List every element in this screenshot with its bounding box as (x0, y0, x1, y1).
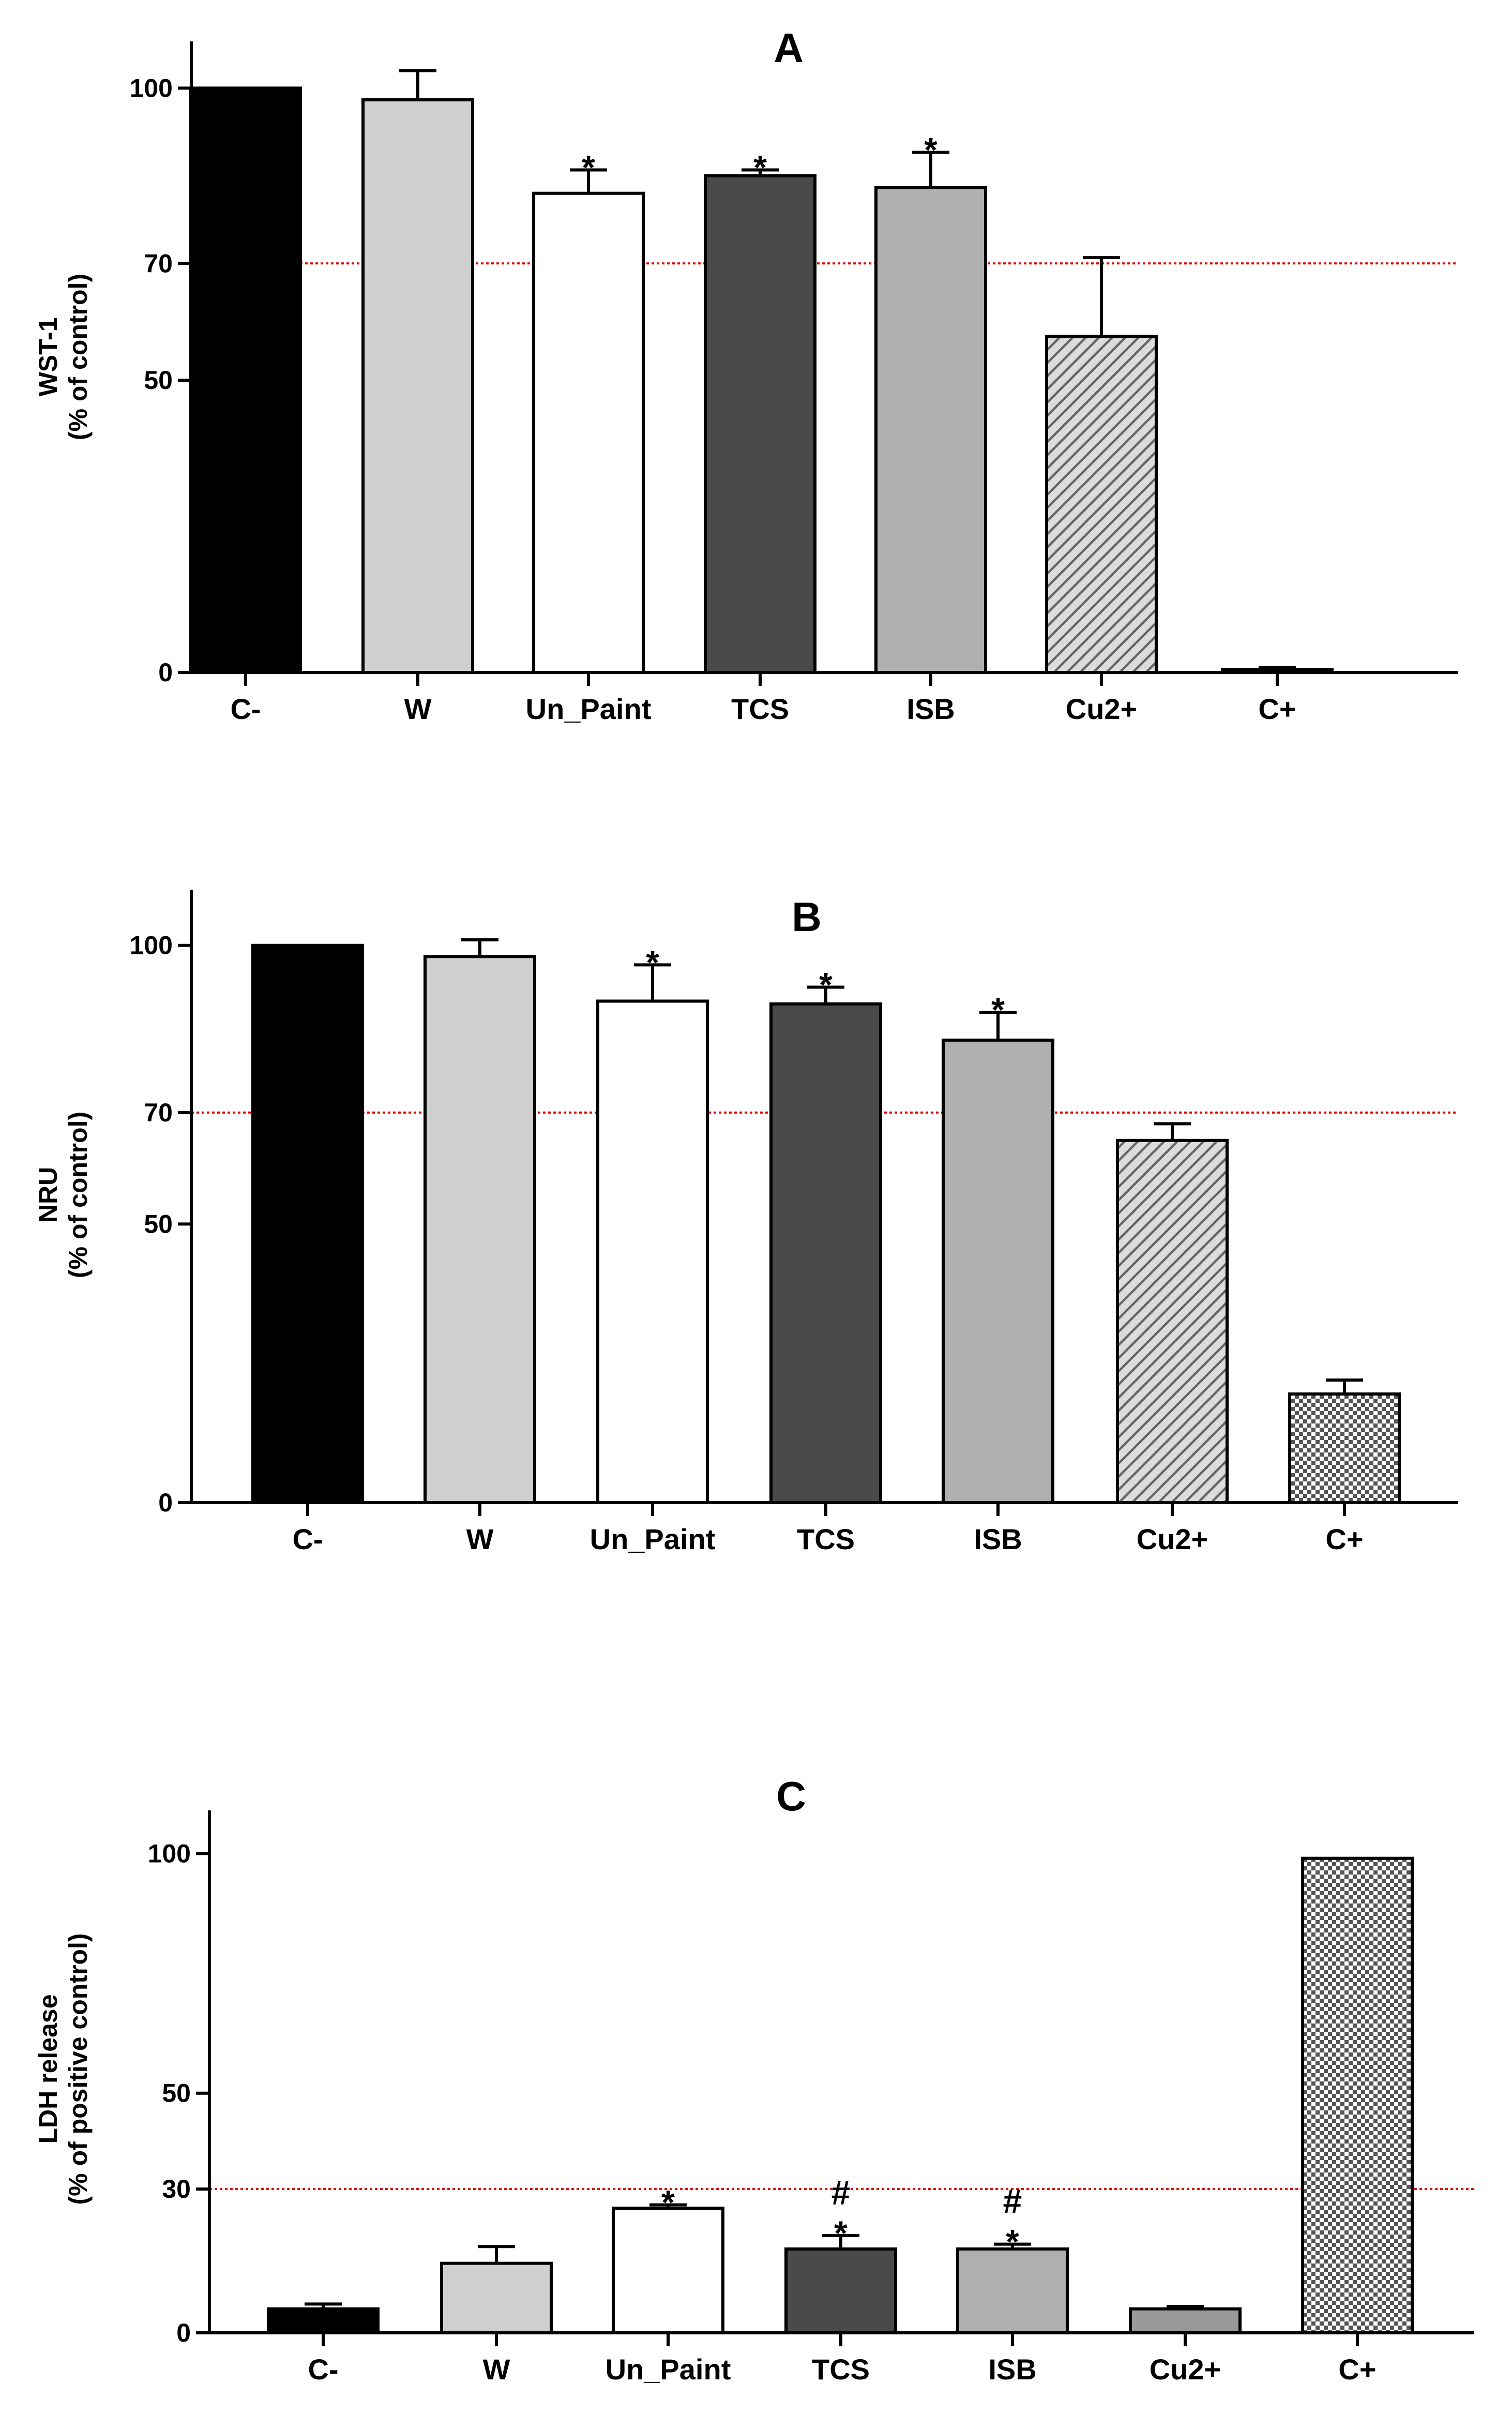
x-tick-label: TCS (812, 2353, 870, 2386)
bar-tcs (704, 174, 817, 674)
bar-cu2 (1045, 335, 1158, 674)
significance-asterisk: * (661, 2183, 675, 2222)
x-tick-label: C+ (1325, 1523, 1363, 1555)
x-tick-label: W (483, 2353, 510, 2386)
significance-asterisk: * (1006, 2223, 1019, 2261)
y-axis-label: WST-1(% of control) (34, 274, 93, 440)
significance-hash: # (1003, 2182, 1022, 2221)
bar-tcs (769, 1002, 882, 1505)
y-axis-label-line: WST-1 (34, 318, 63, 397)
x-tick-label: Cu2+ (1150, 2353, 1221, 2386)
y-tick-label: 100 (130, 73, 173, 102)
x-tick-label: Cu2+ (1066, 693, 1138, 725)
y-tick-label: 0 (158, 658, 173, 687)
y-tick-label: 50 (162, 2079, 191, 2108)
y-tick-label: 70 (144, 1098, 173, 1127)
x-tick-label: Un_Paint (606, 2353, 731, 2386)
x-tick-label: Un_Paint (526, 693, 652, 725)
y-axis-label-line: (% of positive control) (64, 1934, 93, 2205)
significance-asterisk: * (646, 943, 659, 981)
x-tick-label: Un_Paint (590, 1523, 716, 1555)
bar-un-paint (596, 999, 709, 1505)
bar-w (424, 955, 536, 1504)
bar-un-paint (532, 191, 645, 675)
y-tick-label: 50 (144, 366, 173, 395)
bar-c (189, 86, 302, 675)
bar-tcs (784, 2247, 897, 2335)
x-tick-label: C+ (1338, 2353, 1376, 2386)
bar-cu2 (1116, 1138, 1229, 1504)
bar-isb (942, 1038, 1054, 1504)
panel-a: A WST-1(% of control) C- W * Un_Paint * TCS * ISB… (34, 25, 1458, 725)
significance-hash: # (831, 2174, 851, 2212)
panel-b: B NRU(% of control) C- W * Un_Paint * TCS * ISB Cu… (34, 890, 1458, 1555)
x-tick-label: TCS (731, 693, 789, 725)
significance-asterisk: * (582, 148, 595, 187)
x-tick-label: C- (230, 693, 261, 725)
y-axis-label-line: LDH release (34, 1994, 63, 2144)
bar-isb (874, 186, 987, 674)
bar-c (267, 2307, 380, 2335)
chart-title: C (776, 1773, 806, 1819)
bar-c (1288, 1392, 1401, 1505)
significance-asterisk: * (991, 991, 1005, 1029)
x-tick-label: W (404, 693, 432, 725)
bar-isb (956, 2247, 1069, 2335)
x-tick-label: TCS (797, 1523, 855, 1555)
y-tick-label: 70 (144, 249, 173, 278)
bar-c (1301, 1856, 1414, 2335)
x-tick-label: ISB (974, 1523, 1022, 1555)
y-axis-label: NRU(% of control) (34, 1112, 93, 1278)
bar-w (361, 98, 474, 674)
x-tick-label: ISB (988, 2353, 1036, 2386)
x-tick-label: C- (292, 1523, 323, 1555)
bar-un-paint (612, 2207, 724, 2334)
bar-w (440, 2261, 553, 2334)
y-tick-label: 0 (158, 1488, 173, 1517)
y-tick-label: 50 (144, 1209, 173, 1238)
chart-title: A (774, 25, 804, 71)
significance-asterisk: * (753, 148, 767, 187)
y-axis-label-line: (% of control) (64, 1112, 93, 1278)
y-axis-label-line: NRU (34, 1167, 63, 1223)
y-tick-label: 100 (148, 1839, 191, 1868)
y-axis-label-line: (% of control) (64, 274, 93, 440)
x-tick-label: Cu2+ (1137, 1523, 1208, 1555)
y-tick-label: 30 (162, 2175, 191, 2204)
y-tick-label: 0 (176, 2318, 191, 2347)
significance-asterisk: * (819, 966, 833, 1004)
x-tick-label: W (466, 1523, 494, 1555)
x-tick-label: C- (308, 2353, 338, 2386)
bar-c (251, 943, 364, 1504)
significance-asterisk: * (924, 131, 938, 169)
y-axis-label: LDH release(% of positive control) (34, 1934, 93, 2205)
y-tick-label: 100 (130, 931, 173, 960)
significance-asterisk: * (834, 2214, 848, 2252)
x-tick-label: ISB (906, 693, 955, 725)
x-tick-label: C+ (1258, 693, 1296, 725)
bar-cu2 (1129, 2307, 1242, 2335)
chart-title: B (792, 894, 822, 940)
panel-c: C LDH release(% of positive control) C- W * U… (34, 1773, 1474, 2386)
